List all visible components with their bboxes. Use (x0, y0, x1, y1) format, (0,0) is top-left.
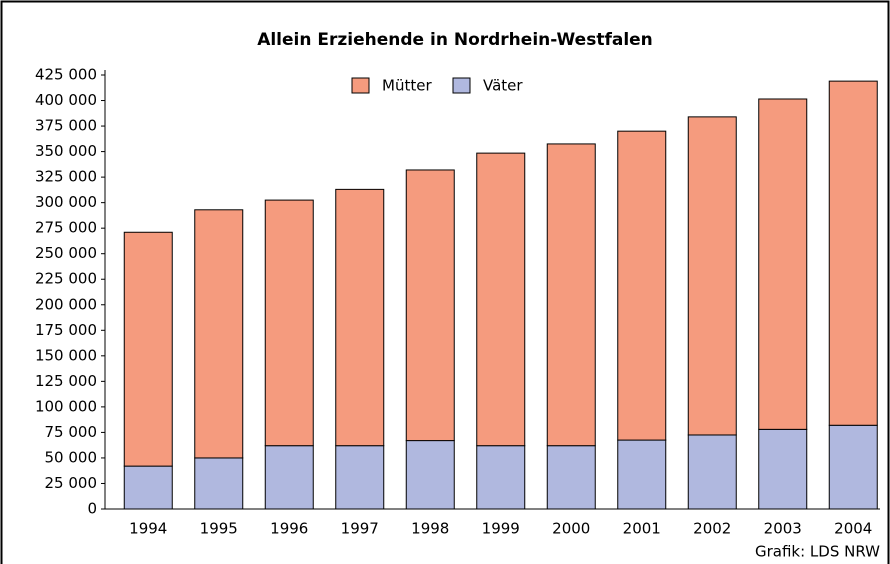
bar-segment (546, 143, 596, 447)
chart-title: Allein Erziehende in Nordrhein-Westfalen (257, 30, 653, 50)
bar-segment (123, 465, 173, 510)
x-tick-label: 2000 (552, 520, 590, 538)
bar-segment (264, 445, 314, 510)
bar-segment (264, 199, 314, 447)
bar-segment (617, 130, 667, 441)
bar-segment (476, 152, 526, 447)
y-tick-label: 325 000 (35, 168, 97, 186)
bar-segment (194, 457, 244, 510)
y-tick-label: 0 (87, 500, 97, 518)
x-tick-label: 1995 (200, 520, 238, 538)
bar-segment (828, 80, 878, 426)
bar-segment (758, 428, 808, 510)
y-tick-label: 75 000 (45, 423, 98, 441)
x-tick-label: 1997 (341, 520, 379, 538)
bar-segment (123, 231, 173, 467)
x-tick-label: 2001 (623, 520, 661, 538)
x-tick-label: 1994 (129, 520, 167, 538)
y-tick-label: 125 000 (35, 372, 97, 390)
y-tick-label: 50 000 (45, 448, 98, 466)
y-tick-label: 250 000 (35, 244, 97, 262)
x-tick-label: 2003 (764, 520, 802, 538)
x-tick-label: 2004 (834, 520, 872, 538)
x-tick-label: 1999 (482, 520, 520, 538)
y-tick-label: 200 000 (35, 295, 97, 313)
bar-segment (546, 445, 596, 510)
legend-label: Mütter (382, 77, 432, 95)
y-tick-label: 425 000 (35, 66, 97, 84)
bar-segment (617, 439, 667, 510)
bar-segment (335, 188, 385, 447)
y-tick-label: 150 000 (35, 346, 97, 364)
x-tick-label: 1998 (411, 520, 449, 538)
bar-segment (687, 434, 737, 510)
legend-label: Väter (483, 77, 523, 95)
legend-swatch (452, 77, 471, 94)
bar-segment (194, 209, 244, 459)
source: Grafik: LDS NRW (755, 543, 880, 561)
y-tick-label: 400 000 (35, 91, 97, 109)
y-tick-label: 25 000 (45, 474, 98, 492)
y-tick-label: 100 000 (35, 397, 97, 415)
y-tick-label: 225 000 (35, 270, 97, 288)
bar-segment (405, 440, 455, 510)
x-tick-label: 1996 (270, 520, 308, 538)
y-tick-label: 175 000 (35, 321, 97, 339)
legend-swatch (351, 77, 370, 94)
y-tick-label: 275 000 (35, 219, 97, 237)
y-tick-label: 375 000 (35, 117, 97, 135)
x-tick-label: 2002 (693, 520, 731, 538)
bar-segment (405, 169, 455, 442)
bar-segment (758, 98, 808, 430)
bar-segment (476, 445, 526, 510)
bar-segment (335, 445, 385, 510)
y-tick-label: 350 000 (35, 142, 97, 160)
bar-segment (687, 116, 737, 436)
y-tick-label: 300 000 (35, 193, 97, 211)
bar-segment (828, 424, 878, 510)
